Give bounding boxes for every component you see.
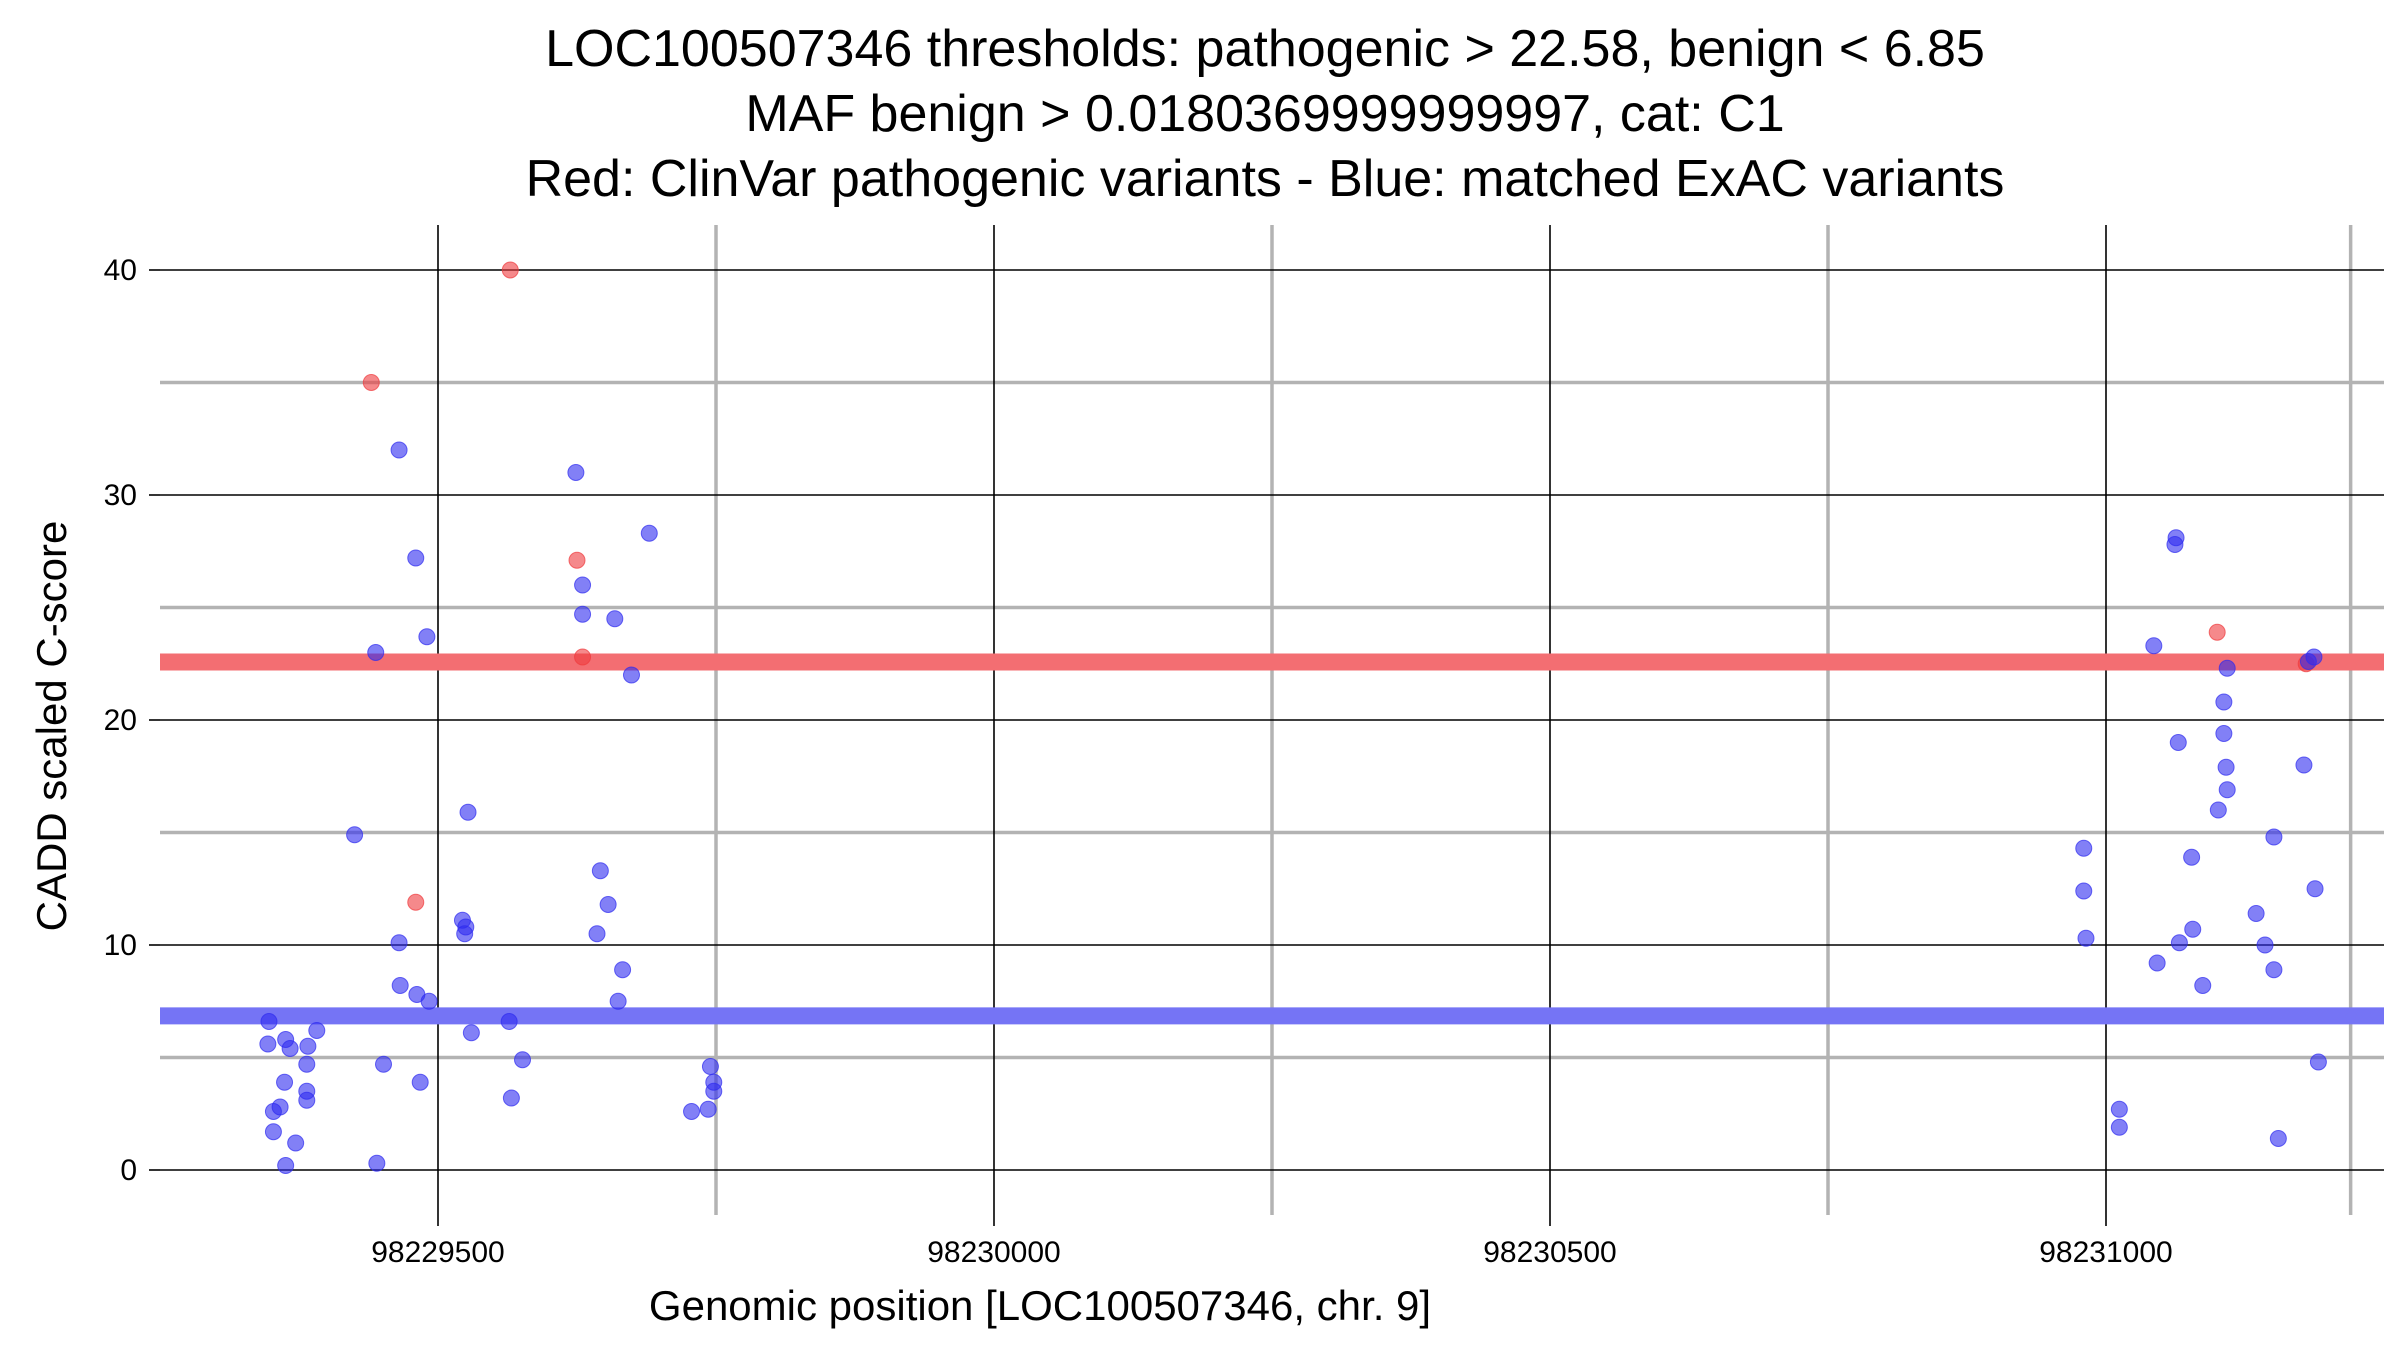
exac-point-41 xyxy=(606,610,624,628)
exac-point-79 xyxy=(2306,880,2324,898)
exac-point-13 xyxy=(298,1091,316,1109)
x-axis: 98229500 98230000 98230500 98231000 xyxy=(371,1215,2173,1269)
x-tick-label-2: 98230500 xyxy=(1483,1236,1616,1269)
exac-point-67 xyxy=(2215,725,2233,742)
x-tick-label-1: 98230000 xyxy=(927,1236,1060,1269)
y-axis-label: CADD scaled C-score xyxy=(28,521,75,932)
exac-point-19 xyxy=(368,1154,386,1172)
pathogenic-point-2 xyxy=(407,893,425,911)
exac-point-71 xyxy=(2247,905,2265,922)
y-axis: 0 10 20 30 40 xyxy=(104,254,160,1187)
exac-point-74 xyxy=(2265,828,2283,846)
exac-point-80 xyxy=(2309,1053,2327,1071)
exac-point-39 xyxy=(591,862,609,880)
exac-point-60 xyxy=(2169,734,2187,751)
exac-point-61 xyxy=(2170,934,2188,952)
exac-point-34 xyxy=(514,1051,532,1069)
exac-point-36 xyxy=(574,576,592,594)
exac-point-48 xyxy=(701,1058,719,1075)
x-tick-label-0: 98229500 xyxy=(371,1236,504,1269)
exac-point-78 xyxy=(2305,648,2323,666)
exac-point-42 xyxy=(609,992,627,1010)
exac-point-50 xyxy=(705,1082,723,1100)
exac-point-30 xyxy=(459,803,477,821)
exac-point-38 xyxy=(588,925,606,943)
exac-point-63 xyxy=(2184,920,2202,938)
exac-point-14 xyxy=(308,1022,326,1039)
exac-point-31 xyxy=(462,1024,480,1042)
exac-point-9 xyxy=(287,1134,305,1152)
exac-point-76 xyxy=(2295,756,2313,774)
exac-point-21 xyxy=(391,977,409,994)
exac-point-72 xyxy=(2256,936,2274,954)
exac-point-15 xyxy=(346,826,364,844)
exac-point-35 xyxy=(567,464,585,481)
exac-point-11 xyxy=(298,1055,316,1073)
y-tick-label-2: 20 xyxy=(104,704,137,737)
title-line-3: Red: ClinVar pathogenic variants - Blue:… xyxy=(526,150,2005,208)
exac-point-32 xyxy=(500,1013,518,1030)
exac-point-8 xyxy=(277,1157,295,1174)
exac-point-69 xyxy=(2218,781,2236,799)
exac-point-59 xyxy=(2166,536,2184,553)
exac-point-26 xyxy=(420,992,438,1010)
exac-point-65 xyxy=(2209,801,2227,819)
exac-point-18 xyxy=(375,1055,393,1073)
exac-point-51 xyxy=(2075,839,2093,857)
exac-point-53 xyxy=(2077,929,2095,947)
chart-title: LOC100507346 thresholds: pathogenic > 22… xyxy=(526,20,2005,208)
exac-point-62 xyxy=(2183,848,2201,866)
exac-point-0 xyxy=(260,1013,278,1030)
y-tick-label-4: 40 xyxy=(104,254,137,287)
y-tick-label-0: 0 xyxy=(120,1154,137,1187)
exac-point-52 xyxy=(2075,882,2093,900)
exac-point-16 xyxy=(390,441,408,459)
pathogenic-point-5 xyxy=(2208,623,2226,641)
exac-point-45 xyxy=(640,524,658,542)
exac-point-20 xyxy=(390,934,408,952)
exac-point-56 xyxy=(2145,637,2163,655)
major-gridlines xyxy=(160,225,2384,1215)
exac-point-25 xyxy=(418,628,436,646)
exac-point-66 xyxy=(2215,693,2233,711)
exac-point-75 xyxy=(2269,1130,2287,1147)
y-tick-label-3: 30 xyxy=(104,479,137,512)
exac-point-68 xyxy=(2217,758,2235,776)
pathogenic-point-4 xyxy=(574,648,592,666)
exac-point-4 xyxy=(264,1123,282,1141)
exac-point-22 xyxy=(407,549,425,567)
exac-point-17 xyxy=(367,644,385,661)
exac-point-6 xyxy=(276,1073,294,1091)
exac-point-73 xyxy=(2265,961,2283,979)
x-axis-label: Genomic position [LOC100507346, chr. 9] xyxy=(649,1282,1431,1329)
exac-point-70 xyxy=(2218,659,2236,677)
exac-point-46 xyxy=(683,1103,701,1120)
pathogenic-point-1 xyxy=(501,261,519,279)
exac-point-37 xyxy=(574,605,592,623)
exac-point-10 xyxy=(299,1037,317,1055)
title-line-1: LOC100507346 thresholds: pathogenic > 22… xyxy=(545,20,1985,78)
y-tick-label-1: 10 xyxy=(104,929,137,962)
exac-point-7 xyxy=(281,1040,299,1057)
exac-point-5 xyxy=(271,1098,289,1116)
title-line-2: MAF benign > 0.0180369999999997, cat: C1 xyxy=(745,85,1784,143)
exac-point-33 xyxy=(502,1089,520,1107)
x-tick-label-3: 98231000 xyxy=(2039,1236,2172,1269)
exac-point-1 xyxy=(259,1035,277,1053)
threshold-lines xyxy=(160,653,2384,1025)
data-points xyxy=(259,261,2327,1174)
exac-point-43 xyxy=(614,961,632,979)
exac-point-47 xyxy=(699,1100,717,1118)
exac-point-54 xyxy=(2110,1100,2128,1118)
pathogenic-point-3 xyxy=(568,551,586,569)
exac-point-29 xyxy=(456,925,474,943)
exac-point-24 xyxy=(411,1073,429,1091)
exac-point-57 xyxy=(2148,954,2166,972)
exac-point-44 xyxy=(622,666,640,684)
exac-point-40 xyxy=(599,896,617,913)
pathogenic-point-0 xyxy=(362,374,380,391)
exac-point-64 xyxy=(2194,977,2212,994)
exac-point-55 xyxy=(2110,1118,2128,1136)
